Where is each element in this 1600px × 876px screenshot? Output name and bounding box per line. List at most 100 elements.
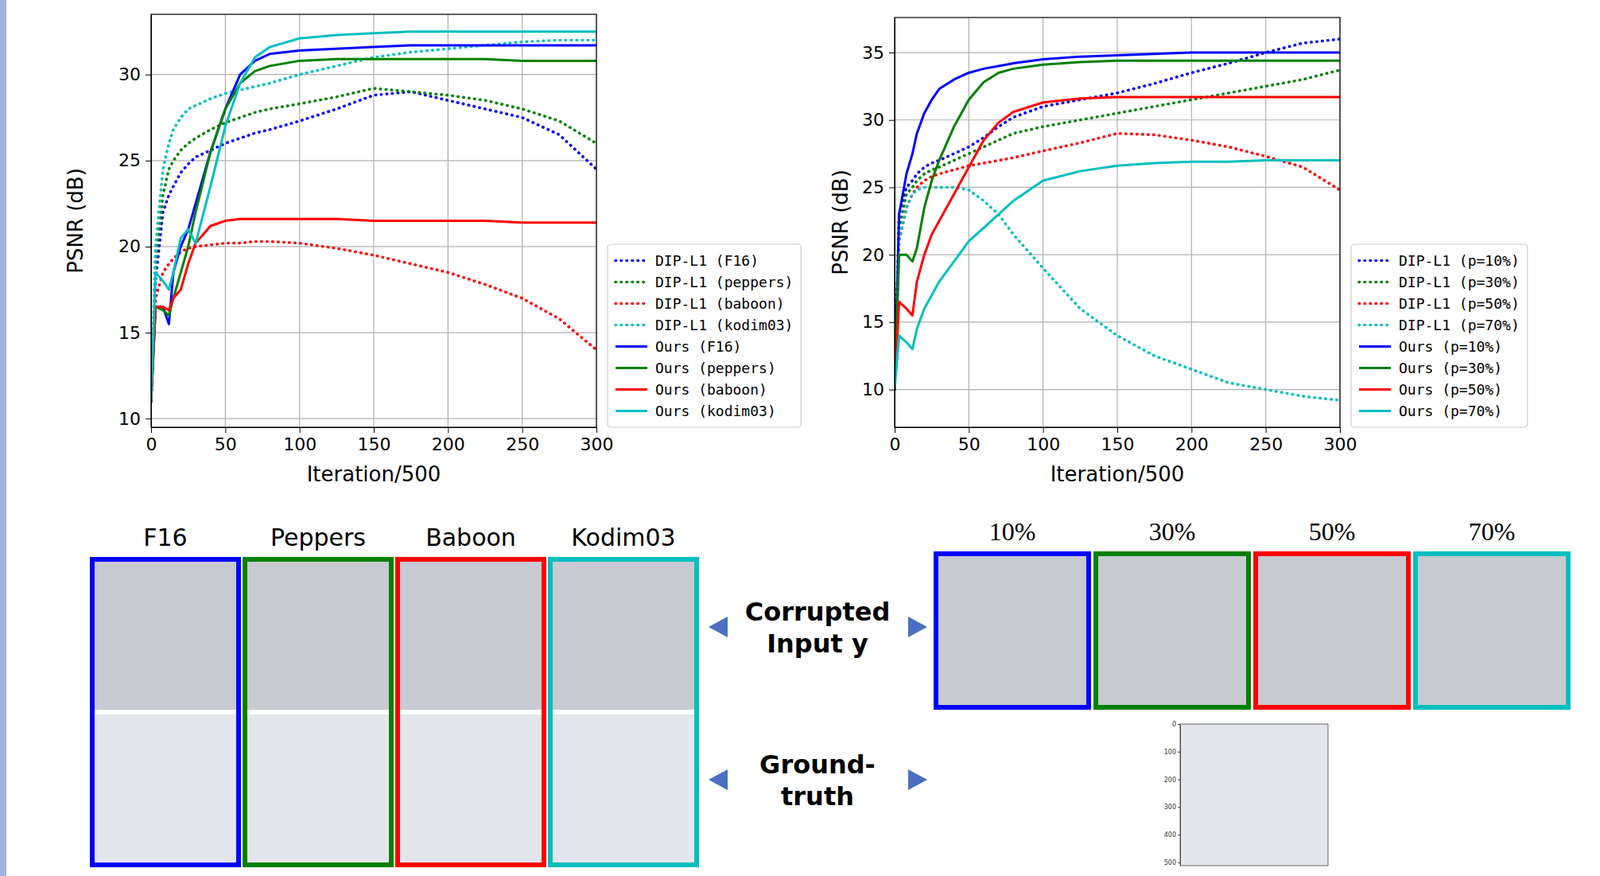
x-tick: 50 (958, 427, 981, 455)
legend-swatch (615, 302, 648, 306)
panel-title: F16 (143, 523, 187, 552)
image-placeholder (94, 714, 237, 863)
grid-line (1116, 17, 1118, 428)
legend-swatch (615, 409, 648, 412)
legend-item: Ours (p=70%) (1359, 402, 1503, 420)
ground-truth-tick-mark (1177, 751, 1181, 753)
x-tick: 0 (146, 427, 158, 455)
y-tick: 20 (118, 236, 152, 257)
y-tick-mark (889, 389, 895, 391)
x-tick: 300 (1324, 427, 1358, 455)
panel-title: Baboon (425, 523, 517, 552)
grid-line (894, 186, 1340, 188)
legend-item: DIP-L1 (p=50%) (1359, 295, 1520, 312)
plot-area (151, 14, 597, 428)
series-line (151, 91, 597, 401)
y-axis: 101520253035 (862, 18, 896, 428)
series-line (151, 45, 597, 402)
series-line (894, 60, 1340, 389)
x-tick-mark (151, 427, 152, 433)
x-tick-label: 50 (958, 434, 981, 455)
x-tick: 250 (1249, 427, 1283, 455)
x-tick-mark (1117, 427, 1119, 433)
y-tick: 30 (862, 109, 895, 130)
x-tick-label: 200 (1175, 434, 1209, 455)
ground-truth-tick: 400 (1164, 831, 1181, 839)
y-tick-label: 35 (862, 42, 885, 63)
legend-items: DIP-L1 (F16)DIP-L1 (peppers)DIP-L1 (babo… (615, 252, 793, 420)
y-tick-label: 30 (862, 109, 885, 130)
plot-frame (894, 17, 1340, 428)
panel-title: 30% (1149, 516, 1197, 546)
image-panels: F16PeppersBaboonKodim0310%30%50%70%01002… (92, 516, 1569, 867)
x-tick-mark (1339, 427, 1341, 433)
y-tick-mark (145, 332, 152, 334)
legend-swatch (1359, 302, 1391, 306)
panel-frame (1415, 553, 1569, 707)
legend-label: Ours (p=10%) (1398, 337, 1503, 355)
series-line (894, 52, 1340, 390)
grid-line (1042, 17, 1044, 428)
y-tick-mark (145, 160, 152, 162)
series-line (151, 240, 597, 401)
x-tick-mark (1266, 427, 1267, 433)
legend-label: Ours (p=50%) (1398, 380, 1503, 398)
ground-truth-tick-label: 200 (1164, 776, 1177, 784)
x-tick: 100 (283, 427, 317, 455)
right-panel: 30% (1095, 516, 1249, 707)
image-placeholder (247, 561, 389, 710)
x-tick-label: 150 (357, 434, 392, 455)
y-tick-mark (889, 52, 895, 54)
y-tick-mark (889, 322, 895, 323)
image-placeholder (1098, 555, 1247, 705)
panel-title: 50% (1308, 516, 1356, 546)
legend-item: Ours (p=10%) (1359, 337, 1503, 355)
x-axis: 050100150200250300 (889, 427, 1358, 455)
x-tick: 50 (214, 427, 237, 455)
y-tick: 15 (862, 311, 895, 332)
grid-line (1265, 17, 1267, 428)
grid-line (299, 14, 300, 428)
right-panel: 70% (1415, 516, 1569, 707)
legend-label: DIP-L1 (p=70%) (1398, 316, 1520, 334)
x-tick-label: 300 (580, 434, 614, 455)
x-tick-label: 0 (146, 434, 158, 455)
panel-title: Kodim03 (570, 523, 676, 552)
series-line (894, 38, 1340, 389)
arrow (908, 616, 928, 637)
grid-line (894, 119, 1340, 121)
x-tick-label: 50 (214, 434, 237, 455)
x-tick-mark (225, 427, 226, 433)
y-tick-label: 20 (118, 236, 141, 257)
y-tick-label: 15 (118, 322, 141, 343)
series-line (894, 133, 1340, 390)
series-line (894, 160, 1340, 390)
panel-frame (550, 559, 697, 865)
grid-line (151, 73, 597, 75)
grid-line (1191, 17, 1193, 428)
x-tick-mark (1191, 427, 1193, 433)
legend-label: Ours (p=70%) (1398, 402, 1503, 420)
image-placeholder (938, 555, 1087, 705)
ground-truth-tick: 500 (1164, 858, 1181, 867)
image-placeholder (1180, 723, 1329, 866)
legend-item: DIP-L1 (F16) (615, 252, 759, 269)
legend-label: Ours (baboon) (655, 380, 768, 398)
image-placeholder (1258, 555, 1406, 705)
ground-truth-tick-mark (1177, 834, 1181, 835)
x-tick-label: 300 (1324, 434, 1358, 455)
y-axis: 1015202530 (118, 15, 152, 429)
grid-line (894, 254, 1340, 256)
grid-line (894, 321, 1340, 323)
image-placeholder (1417, 555, 1566, 705)
y-tick-mark (145, 74, 152, 76)
image-placeholder (552, 714, 695, 863)
grid-line (151, 418, 597, 420)
panel-frame (244, 559, 392, 865)
legend-label: DIP-L1 (p=30%) (1398, 273, 1520, 291)
panel-title: 10% (989, 516, 1037, 546)
legend: DIP-L1 (p=10%)DIP-L1 (p=30%)DIP-L1 (p=50… (1351, 244, 1528, 428)
legend-swatch (615, 323, 648, 327)
legend-item: DIP-L1 (peppers) (615, 273, 793, 291)
lines (894, 38, 1340, 400)
